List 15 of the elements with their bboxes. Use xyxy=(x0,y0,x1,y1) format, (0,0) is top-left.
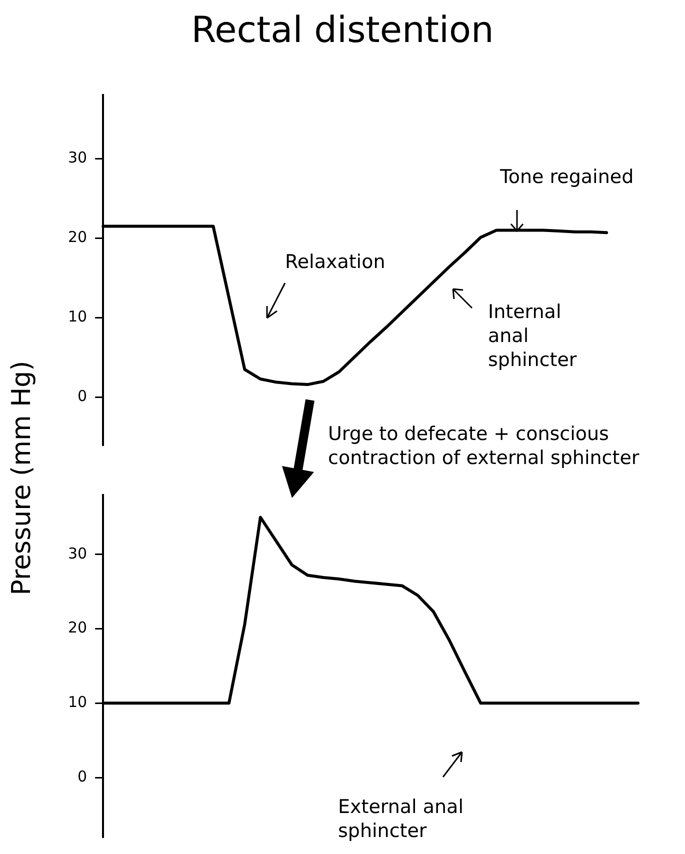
y-tick-label: 20 xyxy=(68,228,88,246)
y-tick-label: 20 xyxy=(68,618,88,637)
y-tick-label: 30 xyxy=(68,544,88,562)
y-tick-label: 0 xyxy=(78,767,88,786)
y-tick-label: 10 xyxy=(68,693,88,712)
annotation: Internal anal sphincter xyxy=(488,300,578,372)
chart-title: Rectal distention xyxy=(190,10,495,51)
y-tick-label: 10 xyxy=(68,308,88,326)
annotation: Relaxation xyxy=(285,250,386,274)
annotation: Urge to defecate + conscious contraction of external sphincter xyxy=(328,422,640,470)
y-tick-label: 0 xyxy=(78,387,88,406)
y-tick-label: 30 xyxy=(68,148,88,167)
annotation: Tone regained xyxy=(500,165,635,189)
y-axis-title: Pressure (mm Hg) xyxy=(6,360,38,598)
annotation: External anal sphincter xyxy=(338,795,464,843)
